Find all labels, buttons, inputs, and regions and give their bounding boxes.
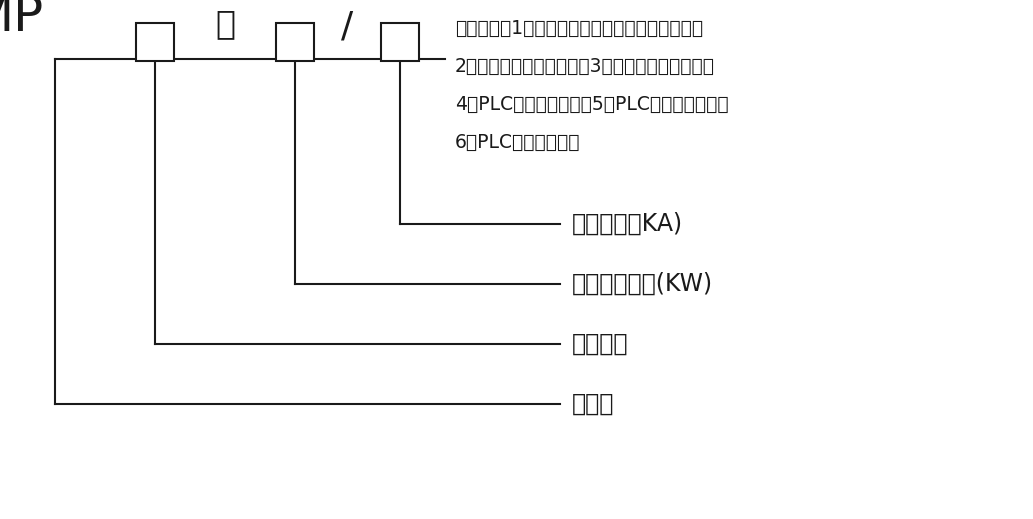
Text: /: / (342, 9, 353, 43)
Text: 设计序号: 设计序号 (572, 332, 628, 356)
Text: 转子电流（KA): 转子电流（KA) (572, 212, 683, 236)
Bar (136, 23, 174, 61)
Text: 6，PLC控制断路器；: 6，PLC控制断路器； (455, 133, 581, 152)
Text: 4，PLC控制单接触器；5，PLC控制双接触器；: 4，PLC控制单接触器；5，PLC控制双接触器； (455, 95, 728, 114)
Text: 进相器: 进相器 (572, 392, 615, 416)
Text: 2，继电器控制双接触器；3，继电器控制断路器；: 2，继电器控制双接触器；3，继电器控制断路器； (455, 57, 715, 76)
Text: 设计序号：1，继电器控制单接触器，序号省略；: 设计序号：1，继电器控制单接触器，序号省略； (455, 19, 703, 38)
Text: 电机额定功率(KW): 电机额定功率(KW) (572, 272, 713, 296)
Bar (381, 23, 419, 61)
Bar (276, 23, 314, 61)
Text: 一: 一 (215, 7, 234, 40)
Text: MP: MP (0, 0, 43, 41)
